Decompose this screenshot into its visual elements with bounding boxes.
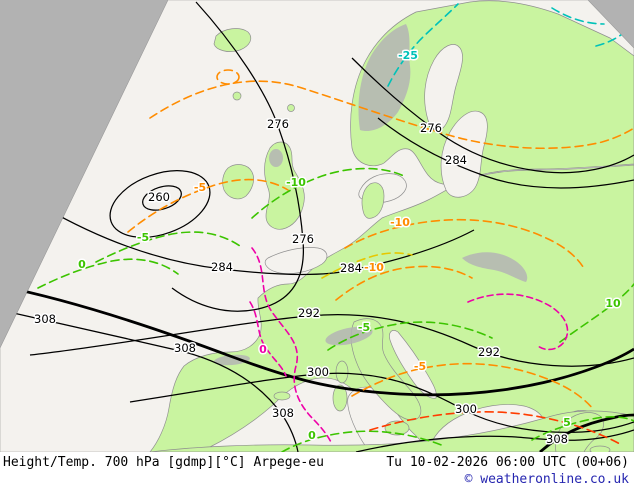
contour-label: -10 xyxy=(286,176,306,189)
denmark xyxy=(361,182,385,219)
height-contour-292 xyxy=(29,313,634,367)
temp-contour-green-northsea xyxy=(251,167,405,219)
contour-label: 10 xyxy=(605,297,621,310)
contour-label: 300 xyxy=(307,365,329,379)
temp-contour-yellow-central xyxy=(321,252,413,279)
balearics xyxy=(273,391,291,401)
temp-contour-red-med xyxy=(369,411,621,445)
temp-contour-green-med xyxy=(281,430,445,452)
contour-label: 276 xyxy=(420,121,442,135)
north-africa-coast xyxy=(149,410,634,452)
carpathians xyxy=(462,252,528,282)
temp-contour-cyan-scandinavia xyxy=(387,3,459,87)
terrain-shading xyxy=(214,24,528,366)
contour-label: 308 xyxy=(174,341,196,355)
product-title: Height/Temp. 700 hPa [gdmp][°C] Arpege-e… xyxy=(3,455,324,470)
contour-label: 292 xyxy=(478,345,500,359)
alps xyxy=(325,326,373,346)
contour-label: 292 xyxy=(298,306,320,320)
contour-label: 308 xyxy=(546,432,568,446)
sardinia xyxy=(332,384,348,412)
height-contour-276-east xyxy=(351,57,634,174)
inland-seas xyxy=(207,44,597,452)
height-contour-276-west xyxy=(171,1,305,312)
height-contour-308-west xyxy=(0,309,299,452)
contour-label: 284 xyxy=(211,260,233,274)
contour-label: 276 xyxy=(267,117,289,131)
crete xyxy=(589,445,611,452)
contour-label: -5 xyxy=(358,321,370,334)
temp-contour-orange-pocket xyxy=(216,69,240,85)
height-contour-308-south xyxy=(355,429,634,452)
weather-map: 260 276 276 276 284 284 284 292 292 300 300 308 308 3… xyxy=(0,0,634,452)
pyrenees xyxy=(214,354,250,366)
temp-contour-orange-atlantic xyxy=(127,178,289,233)
temp-contour-green-atlantic-2 xyxy=(37,258,179,289)
contour-label: 284 xyxy=(445,153,467,167)
contour-label: -10 xyxy=(364,261,384,274)
contour-label: -5 xyxy=(194,181,206,194)
temp-contour-green-east xyxy=(559,283,634,343)
height-contour-284-west xyxy=(39,204,475,275)
map-area: 260 276 276 276 284 284 284 292 292 300 300 308 308 3… xyxy=(0,0,634,452)
english-channel xyxy=(264,247,328,274)
height-contour-emphasis-southeast xyxy=(539,413,634,452)
contour-label: 0 xyxy=(259,343,267,356)
contour-label: 5 xyxy=(563,416,571,429)
height-contour-260 xyxy=(142,185,182,211)
map-layers: 260 276 276 276 284 284 284 292 292 300 300 308 308 3… xyxy=(0,0,634,452)
temp-contour-green-atlantic-1 xyxy=(95,231,241,263)
contour-label: 260 xyxy=(148,190,170,204)
contour-label: -10 xyxy=(390,216,410,229)
temp-contour-green-southeast xyxy=(531,416,634,441)
contour-label: 308 xyxy=(272,406,294,420)
contour-label: 0 xyxy=(78,258,86,271)
gulf-of-bothnia xyxy=(424,44,463,131)
valid-time: Tu 10-02-2026 06:00 UTC (00+06) xyxy=(386,455,629,470)
contour-label: -5 xyxy=(137,231,149,244)
height-contour-268 xyxy=(109,170,211,238)
temp-contour-cyan-northeast-1 xyxy=(551,7,605,25)
contour-label: 308 xyxy=(34,312,56,326)
height-contour-emphasis xyxy=(0,284,634,397)
temperature-contour-labels: -25 -10 -5 -10 -10 -5 0 -5 -5 0 0 5 10 xyxy=(77,48,623,444)
scottish-highlands xyxy=(269,149,283,167)
baltic-sea xyxy=(440,110,488,198)
copyright-link[interactable]: © weatheronline.co.uk xyxy=(464,472,629,487)
temperature-contours xyxy=(37,3,634,452)
temp-contour-orange-north xyxy=(149,80,634,150)
caption-row: Height/Temp. 700 hPa [gdmp][°C] Arpege-e… xyxy=(0,452,634,470)
corsica xyxy=(335,360,349,384)
temp-contour-orange-balkans xyxy=(351,362,595,411)
contour-label: 0 xyxy=(308,429,316,442)
norway-mountains xyxy=(358,24,411,132)
faroe-islands xyxy=(232,91,242,101)
contour-label: -25 xyxy=(398,49,418,62)
shetland xyxy=(287,104,295,112)
temp-contour-orange-central xyxy=(344,218,586,271)
temp-contour-green-central xyxy=(327,321,493,351)
coastline-scandinavia xyxy=(350,0,634,185)
height-contour-284-north xyxy=(377,117,634,189)
temp-contour-magenta-france xyxy=(251,247,333,445)
contour-label: 284 xyxy=(340,261,362,275)
height-contour-labels: 260 276 276 276 284 284 284 292 292 300 300 308 308 3… xyxy=(33,116,570,448)
caption-bar: Height/Temp. 700 hPa [gdmp][°C] Arpege-e… xyxy=(0,452,634,490)
contour-label: 300 xyxy=(455,402,477,416)
temp-contour-magenta-east xyxy=(467,293,569,351)
temp-contour-magenta-biscay xyxy=(249,301,287,377)
contour-label: -5 xyxy=(414,360,426,373)
contour-label: 276 xyxy=(292,232,314,246)
height-contours xyxy=(0,1,634,452)
